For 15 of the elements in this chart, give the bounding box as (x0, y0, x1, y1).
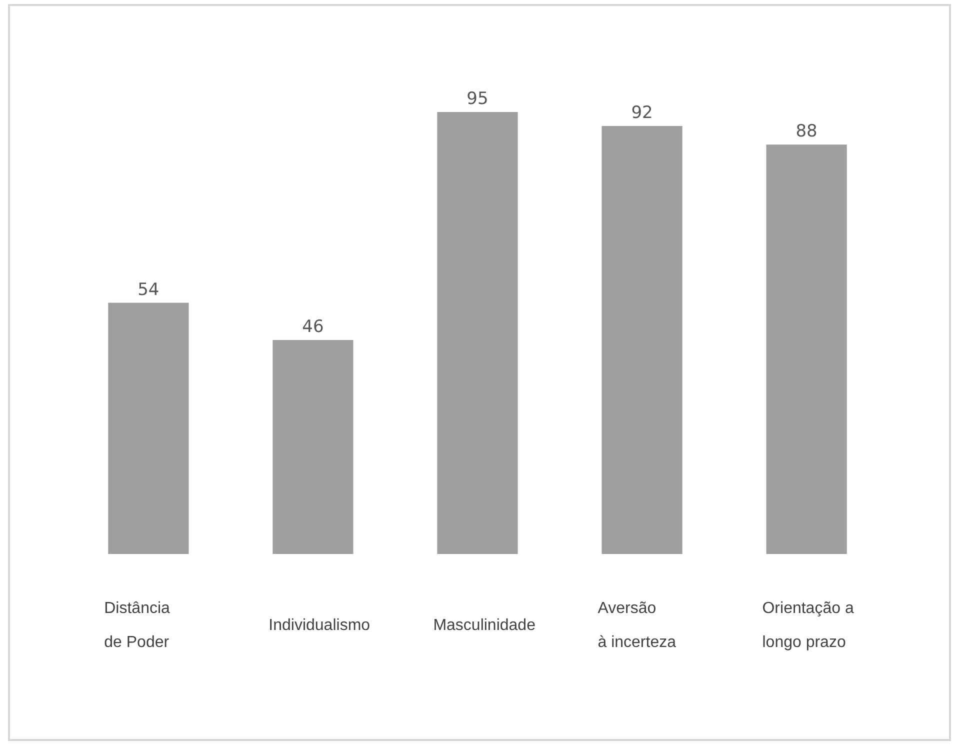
data-label: 92 (631, 102, 653, 123)
x-tick-label: Individualismo (268, 617, 370, 634)
bar (437, 112, 518, 554)
bar (766, 144, 847, 554)
x-tick-label: Aversão à incerteza (598, 600, 676, 651)
bar (272, 340, 354, 554)
bar (602, 126, 682, 554)
data-label: 95 (466, 89, 488, 109)
data-label: 54 (138, 280, 160, 300)
data-label: 88 (796, 122, 818, 142)
x-tick-label: Distância de Poder (104, 600, 170, 651)
x-tick-label: Masculinidade (433, 617, 536, 634)
data-label: 46 (302, 316, 324, 337)
bar (108, 302, 189, 554)
x-tick-label: Orientação a longo prazo (762, 600, 854, 651)
